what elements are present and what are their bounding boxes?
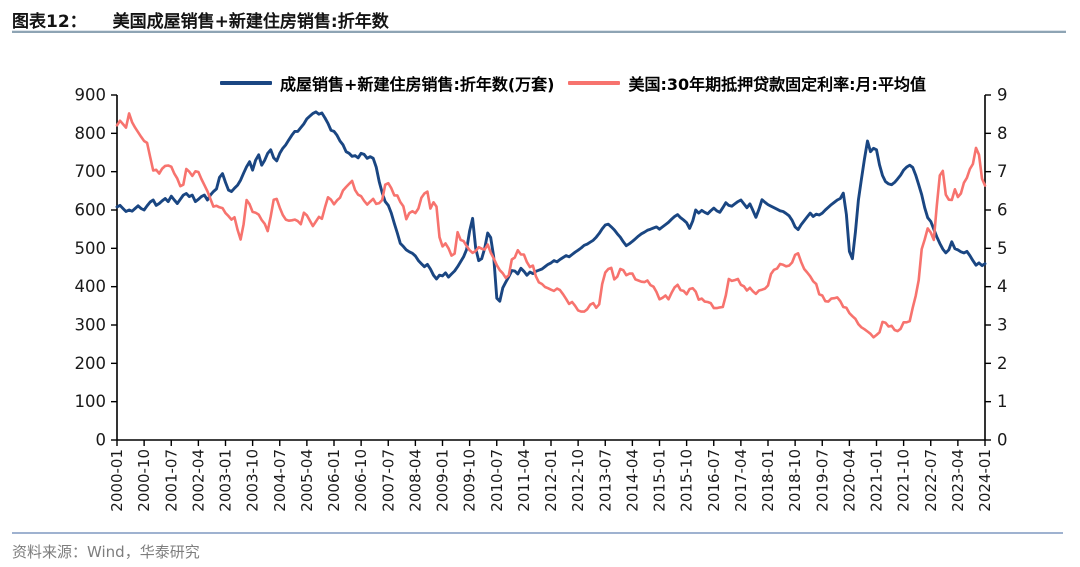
figure-number: 图表12： bbox=[12, 12, 87, 32]
x-axis-label: 2001-07 bbox=[162, 449, 180, 512]
legend-item-rate: 美国:30年期抵押贷款固定利率:月:平均值 bbox=[568, 71, 926, 95]
series-line-0 bbox=[115, 110, 987, 303]
y-axis-right-label: 2 bbox=[997, 354, 1008, 373]
x-axis-label: 2012-01 bbox=[542, 449, 560, 512]
x-axis-label: 2000-01 bbox=[108, 449, 126, 512]
x-axis-label: 2003-10 bbox=[244, 449, 262, 512]
legend-label-rate: 美国:30年期抵押贷款固定利率:月:平均值 bbox=[628, 75, 926, 94]
x-axis-label: 2012-10 bbox=[569, 449, 587, 512]
legend-label-sales: 成屋销售+新建住房销售:折年数(万套) bbox=[280, 75, 555, 94]
x-axis-label: 2002-04 bbox=[189, 449, 207, 512]
chart-header: 图表12： 美国成屋销售+新建住房销售:折年数 bbox=[12, 7, 389, 32]
x-axis-label: 2006-10 bbox=[352, 449, 370, 512]
y-axis-right-label: 0 bbox=[997, 431, 1008, 450]
x-axis-label: 2010-07 bbox=[488, 449, 506, 512]
y-axis-left-label: 700 bbox=[75, 162, 107, 181]
page-title: 美国成屋销售+新建住房销售:折年数 bbox=[112, 12, 389, 32]
y-axis-left-label: 400 bbox=[75, 277, 107, 296]
legend-item-sales: 成屋销售+新建住房销售:折年数(万套) bbox=[220, 71, 554, 95]
x-axis-label: 2014-04 bbox=[623, 449, 641, 512]
y-axis-left-label: 100 bbox=[75, 392, 107, 411]
y-axis-left-label: 800 bbox=[75, 124, 107, 143]
x-axis-label: 2006-01 bbox=[325, 449, 343, 512]
x-axis-label: 2021-10 bbox=[895, 449, 913, 512]
y-axis-right-label: 3 bbox=[997, 316, 1008, 335]
y-axis-left-label: 500 bbox=[75, 239, 107, 258]
x-axis-label: 2003-01 bbox=[217, 449, 235, 512]
y-axis-right-label: 6 bbox=[997, 201, 1008, 220]
x-axis-label: 2016-07 bbox=[705, 449, 723, 512]
x-axis-label: 2009-01 bbox=[434, 449, 452, 512]
x-axis-label: 2009-10 bbox=[461, 449, 479, 512]
x-axis-label: 2020-04 bbox=[840, 449, 858, 512]
x-axis-label: 2007-07 bbox=[379, 449, 397, 512]
y-axis-left-label: 0 bbox=[96, 431, 107, 450]
x-axis-label: 2024-01 bbox=[976, 449, 994, 512]
x-axis-label: 2008-04 bbox=[406, 449, 424, 512]
x-axis-label: 2018-10 bbox=[786, 449, 804, 512]
chart-legend: 成屋销售+新建住房销售:折年数(万套) 美国:30年期抵押贷款固定利率:月:平均… bbox=[0, 71, 1080, 95]
y-axis-left-label: 600 bbox=[75, 201, 107, 220]
sales-line-swatch bbox=[220, 81, 273, 85]
y-axis-right-label: 7 bbox=[997, 162, 1008, 181]
y-axis-left-label: 900 bbox=[75, 86, 107, 105]
series-line-1 bbox=[115, 112, 987, 339]
x-axis-label: 2004-07 bbox=[271, 449, 289, 512]
title-divider bbox=[12, 30, 1066, 33]
x-axis-label: 2019-07 bbox=[813, 449, 831, 512]
y-axis-left-label: 200 bbox=[75, 354, 107, 373]
y-axis-right-label: 4 bbox=[997, 277, 1008, 296]
x-axis-label: 2021-01 bbox=[868, 449, 886, 512]
x-axis-label: 2000-10 bbox=[135, 449, 153, 512]
footer-divider bbox=[12, 532, 1063, 534]
rate-line-swatch bbox=[568, 81, 621, 85]
x-axis-label: 2022-07 bbox=[922, 449, 940, 512]
y-axis-right-label: 5 bbox=[997, 239, 1008, 258]
y-axis-right-label: 1 bbox=[997, 392, 1008, 411]
x-axis-label: 2005-04 bbox=[298, 449, 316, 512]
source-note: 资料来源：Wind，华泰研究 bbox=[12, 543, 200, 561]
y-axis-right-label: 8 bbox=[997, 124, 1008, 143]
y-axis-right-label: 9 bbox=[997, 86, 1008, 105]
x-axis-label: 2018-01 bbox=[759, 449, 777, 512]
x-axis-label: 2015-01 bbox=[651, 449, 669, 512]
x-axis-label: 2011-04 bbox=[515, 449, 533, 512]
x-axis-label: 2013-07 bbox=[596, 449, 614, 512]
x-axis-label: 2023-04 bbox=[949, 449, 967, 512]
x-axis-label: 2015-10 bbox=[678, 449, 696, 512]
y-axis-left-label: 300 bbox=[75, 316, 107, 335]
x-axis-label: 2017-04 bbox=[732, 449, 750, 512]
